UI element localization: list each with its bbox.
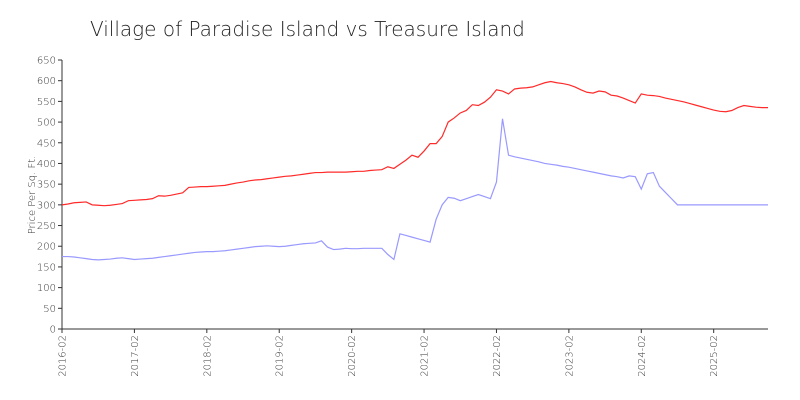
x-tick-label: 2016-02	[58, 335, 69, 377]
y-tick-label: 200	[37, 242, 56, 253]
y-tick-label: 0	[50, 325, 56, 336]
x-tick-label: 2018-02	[202, 335, 213, 377]
y-tick-label: 300	[37, 200, 56, 211]
y-tick-label: 100	[37, 283, 56, 294]
y-axis-label: Price Per Sq. Ft.	[27, 156, 38, 235]
y-tick-label: 400	[37, 159, 56, 170]
x-tick-label: 2020-02	[347, 335, 358, 377]
y-tick-label: 350	[37, 180, 56, 191]
x-tick-label: 2017-02	[130, 335, 141, 377]
y-tick-label: 500	[37, 118, 56, 129]
y-tick-label: 600	[37, 76, 56, 87]
x-tick-label: 2024-02	[637, 335, 648, 377]
y-tick-label: 250	[37, 221, 56, 232]
x-tick-label: 2025-02	[709, 335, 720, 377]
x-tick-label: 2023-02	[564, 335, 575, 377]
chart-title: Village of Paradise Island vs Treasure I…	[90, 17, 525, 41]
y-tick-label: 150	[37, 262, 56, 273]
x-tick-label: 2021-02	[420, 335, 431, 377]
y-tick-label: 550	[37, 97, 56, 108]
series-line	[62, 118, 768, 261]
x-tick-label: 2022-02	[492, 335, 503, 377]
y-tick-label: 450	[37, 138, 56, 149]
x-tick-label: 2019-02	[275, 335, 286, 377]
y-tick-label: 650	[37, 56, 56, 67]
y-tick-label: 50	[43, 304, 56, 315]
series-line	[61, 80, 768, 207]
